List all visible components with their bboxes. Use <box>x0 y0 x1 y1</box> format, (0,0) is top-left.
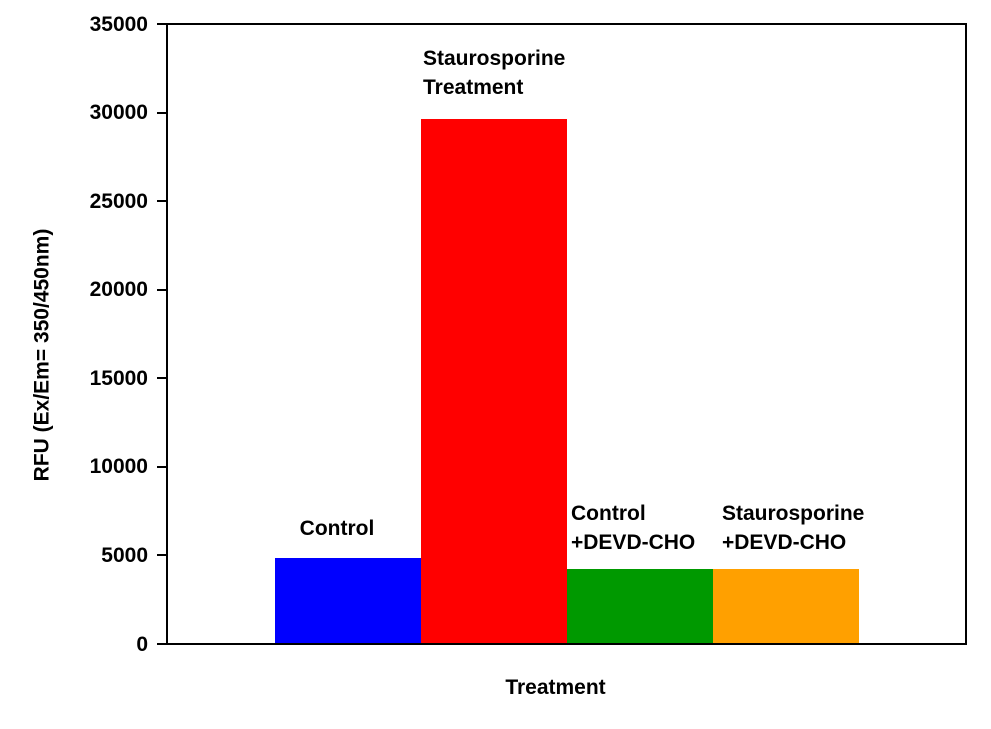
bar-control-devd-cho <box>567 569 713 643</box>
y-tick-mark <box>157 643 166 645</box>
bar-staurosporine-devd-cho <box>713 569 859 643</box>
y-tick-label: 10000 <box>89 455 148 479</box>
y-tick-mark <box>157 288 166 291</box>
bar-label-staurosporine-devd-cho: Staurosporine +DEVD-CHO <box>722 502 865 554</box>
y-tick-label: 15000 <box>89 366 148 390</box>
y-tick-mark <box>157 554 166 557</box>
y-tick-label: 35000 <box>89 12 148 36</box>
y-tick-label: 5000 <box>101 543 148 567</box>
plot-area <box>166 23 967 645</box>
y-tick-label: 0 <box>136 632 148 656</box>
y-tick-mark <box>157 200 166 203</box>
y-tick-label: 30000 <box>89 101 148 125</box>
y-axis-title: RFU (Ex/Em= 350/450nm) <box>30 228 54 482</box>
y-tick-mark <box>157 23 166 25</box>
y-tick-mark <box>157 377 166 380</box>
bar-control <box>275 558 421 643</box>
y-tick-mark <box>157 111 166 114</box>
y-tick-label: 20000 <box>89 278 148 302</box>
bar-staurosporine-treatment <box>421 119 567 643</box>
y-tick-mark <box>157 465 166 468</box>
bar-label-control-devd-cho: Control +DEVD-CHO <box>571 502 696 554</box>
bar-label-control: Control <box>299 517 375 540</box>
bar-label-staurosporine-treatment: Staurosporine Treatment <box>423 47 566 99</box>
y-tick-label: 25000 <box>89 189 148 213</box>
x-axis-title: Treatment <box>505 676 606 699</box>
